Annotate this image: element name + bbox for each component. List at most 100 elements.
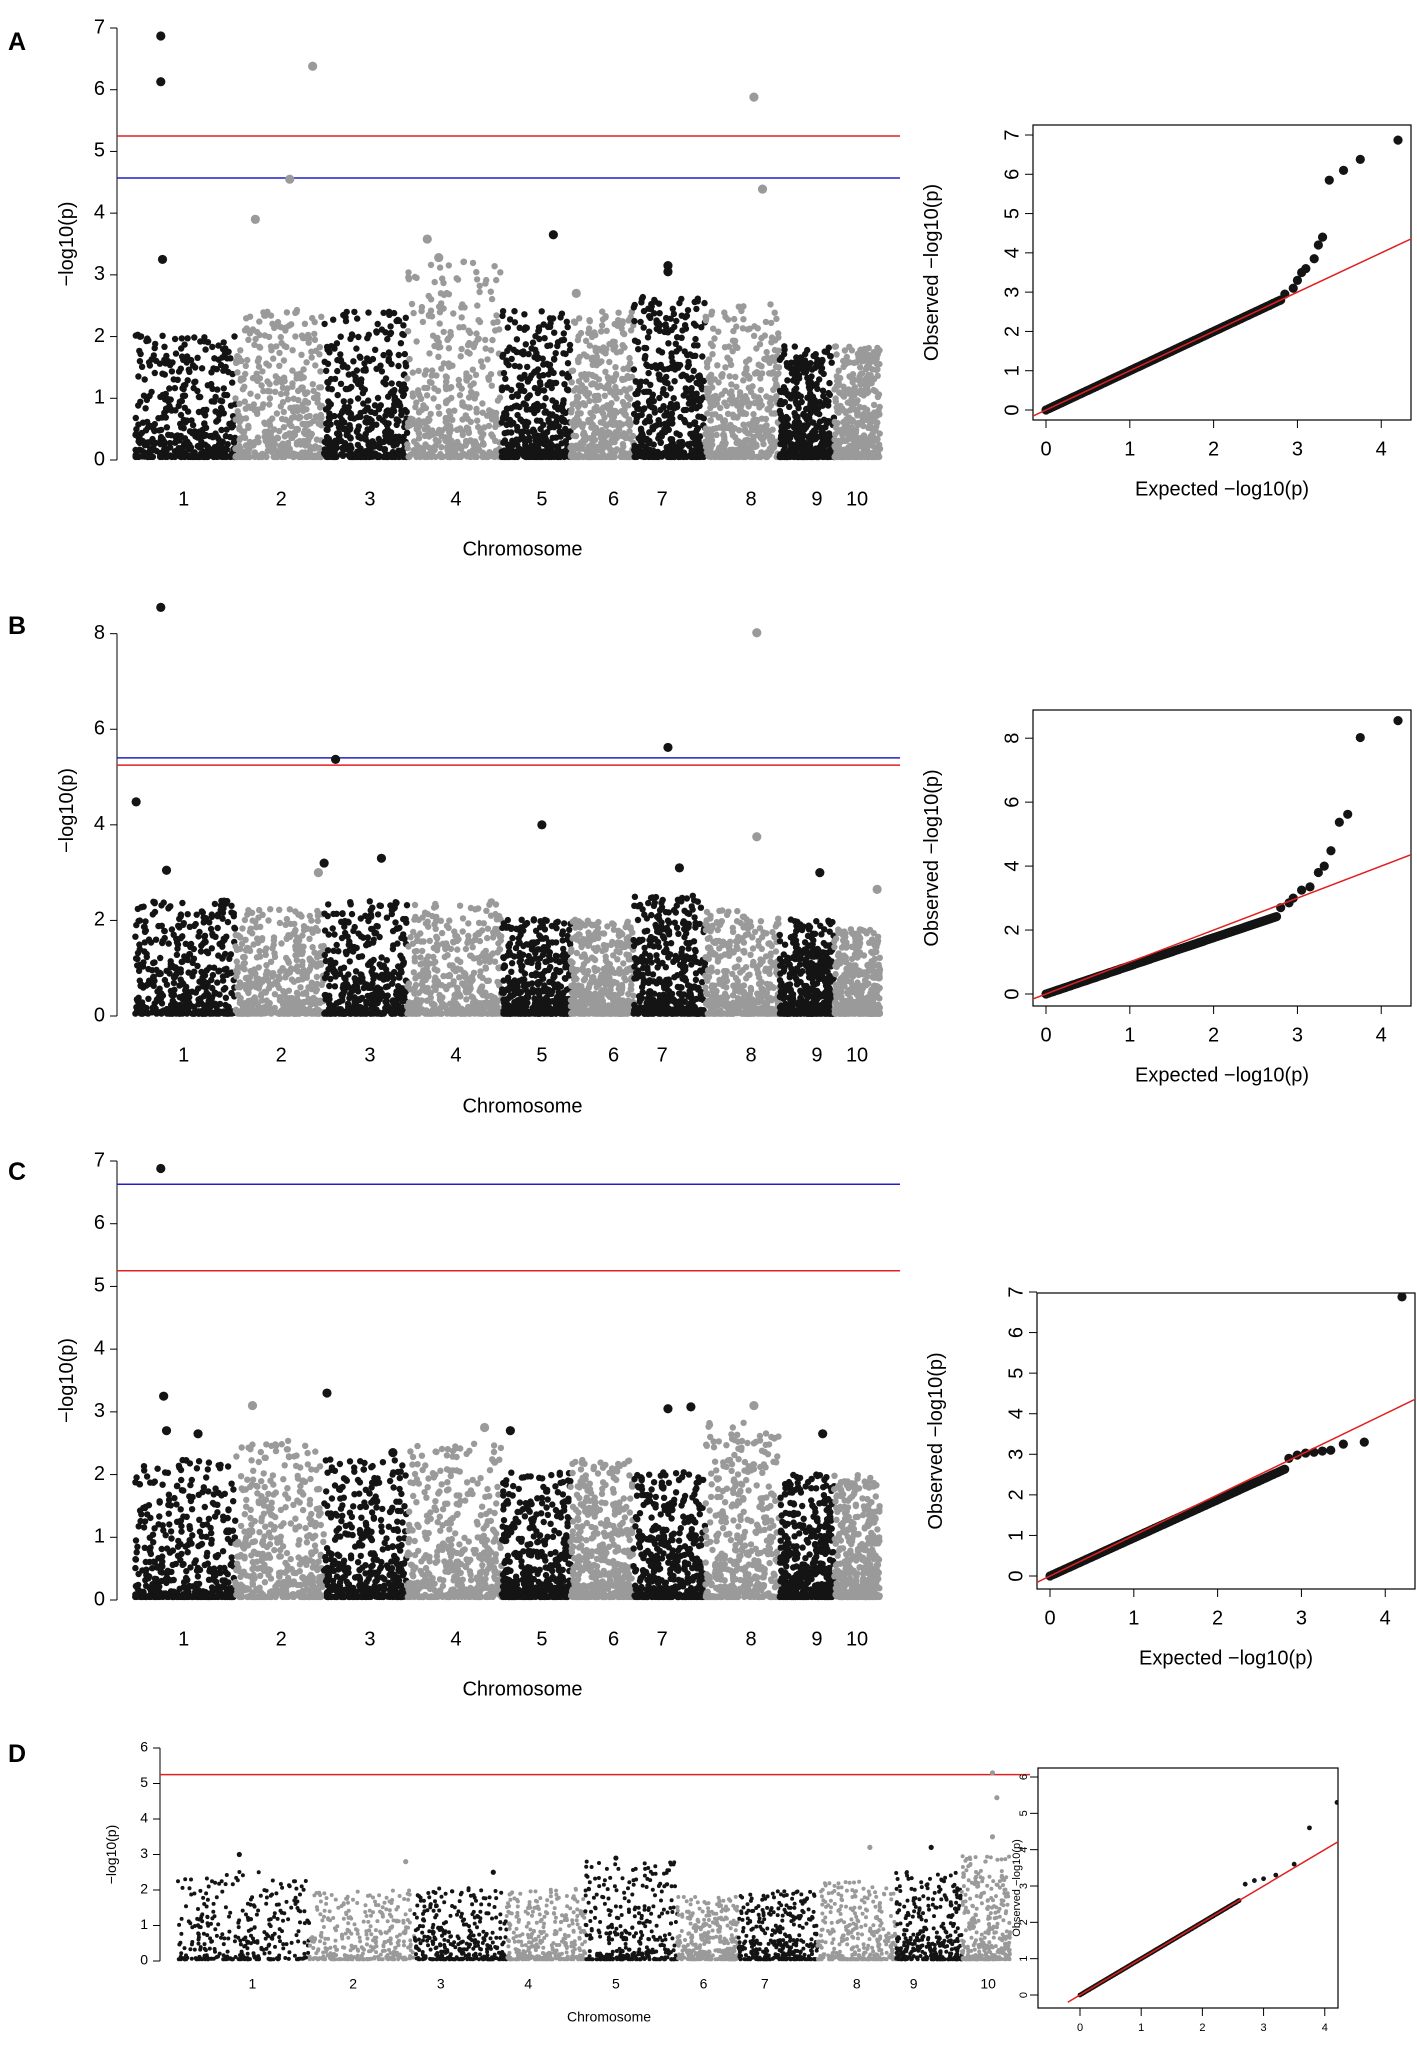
snp-point <box>693 426 701 433</box>
snp-point <box>585 416 592 424</box>
snp-point <box>370 443 378 450</box>
snp-point <box>740 377 747 384</box>
snp-point <box>187 1002 195 1009</box>
snp-point <box>402 363 410 370</box>
snp-point <box>229 379 236 386</box>
snp-point <box>558 310 566 317</box>
snp-point <box>245 422 252 430</box>
snp-point <box>435 344 442 351</box>
snp-point <box>699 353 706 360</box>
snp-point <box>265 333 273 341</box>
snp-point <box>289 367 296 374</box>
snp-point <box>364 426 371 433</box>
snp-point <box>196 1010 203 1017</box>
snp-point <box>601 392 608 399</box>
snp-point <box>511 362 519 370</box>
snp-point <box>776 407 784 415</box>
snp-point <box>585 453 592 461</box>
snp-point <box>346 451 354 459</box>
snp-point <box>209 434 217 441</box>
snp-point <box>253 376 261 384</box>
snp-point <box>835 379 842 387</box>
snp-point <box>185 969 192 976</box>
snp-point <box>534 355 541 362</box>
snp-point <box>413 338 420 345</box>
snp-point <box>466 404 473 411</box>
snp-point <box>445 262 452 269</box>
snp-point <box>161 976 169 984</box>
snp-point <box>828 359 835 366</box>
snp-point <box>135 373 142 380</box>
snp-point <box>221 350 229 357</box>
snp-point <box>859 436 866 443</box>
snp-point <box>304 331 312 339</box>
snp-point <box>256 318 263 325</box>
snp-point <box>265 362 273 369</box>
snp-point <box>499 449 506 457</box>
snp-point <box>784 363 791 370</box>
snp-point <box>277 403 284 410</box>
snp-point <box>674 334 681 341</box>
snp-point <box>365 309 372 316</box>
snp-point <box>513 402 520 409</box>
snp-point <box>472 371 480 379</box>
snp-point <box>180 356 187 363</box>
snp-point <box>479 400 486 407</box>
snp-point <box>246 445 253 453</box>
snp-point <box>520 400 527 407</box>
snp-point <box>598 322 606 329</box>
snp-point <box>218 426 225 434</box>
snp-point <box>552 379 560 387</box>
snp-point <box>334 391 341 399</box>
snp-point <box>646 328 653 335</box>
chromosome-tick-label: 1 <box>178 488 189 510</box>
snp-point <box>609 338 617 345</box>
snp-point <box>307 433 314 440</box>
snp-point <box>289 347 296 354</box>
snp-point <box>864 352 871 359</box>
snp-point <box>604 382 611 389</box>
snp-point <box>545 418 553 426</box>
snp-point <box>208 911 215 918</box>
snp-point <box>162 405 170 412</box>
snp-point <box>739 446 746 453</box>
snp-point <box>214 913 221 920</box>
snp-point <box>870 401 878 409</box>
snp-point <box>768 334 776 341</box>
qq-tail-point <box>1338 165 1349 175</box>
snp-point <box>630 304 637 311</box>
snp-point <box>317 368 324 375</box>
snp-point <box>158 1010 165 1017</box>
snp-point <box>467 437 474 444</box>
snp-point <box>151 420 158 428</box>
snp-point <box>159 391 167 399</box>
snp-point <box>742 410 750 418</box>
snp-point <box>499 312 506 320</box>
snp-point <box>867 372 874 379</box>
snp-point <box>568 379 575 386</box>
snp-point <box>220 339 227 346</box>
snp-point <box>220 935 227 942</box>
snp-point <box>198 908 205 915</box>
snp-point <box>458 314 465 321</box>
snp-point <box>575 378 583 385</box>
snp-point <box>159 438 167 445</box>
snp-point <box>227 402 235 409</box>
snp-point <box>732 373 739 381</box>
snp-point <box>334 367 341 375</box>
snp-point <box>273 410 281 417</box>
snp-point <box>769 354 776 361</box>
snp-point <box>267 429 274 437</box>
snp-point <box>155 415 162 422</box>
snp-point <box>833 404 840 411</box>
snp-point <box>182 381 189 389</box>
snp-point <box>347 435 354 442</box>
snp-point <box>653 317 660 324</box>
snp-point <box>737 406 744 413</box>
snp-point <box>616 319 624 326</box>
snp-point <box>310 394 318 402</box>
snp-point <box>175 450 182 457</box>
snp-point <box>597 419 604 426</box>
snp-point <box>704 364 711 371</box>
